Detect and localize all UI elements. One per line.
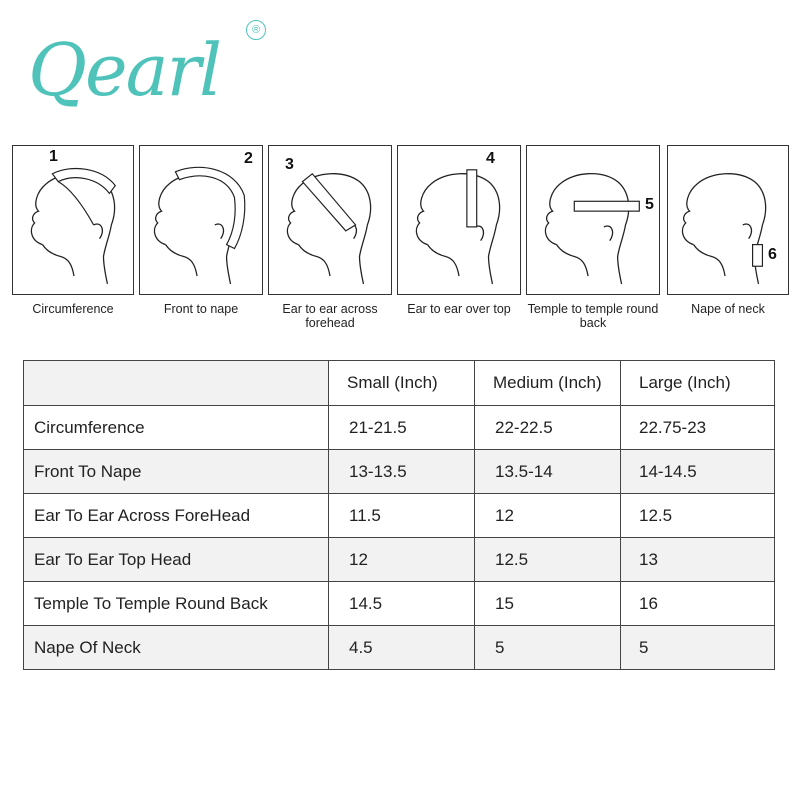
table-row: Circumference 21-21.5 22-22.5 22.75-23 (23, 405, 775, 450)
diagram-number: 6 (768, 246, 777, 263)
head-profile-icon (544, 173, 640, 285)
brand-logo: Qearl (28, 20, 278, 120)
small-value: 12 (328, 537, 475, 582)
head-profile-icon (30, 167, 117, 285)
row-label: Front To Nape (23, 449, 329, 494)
table-header-row: Small (Inch) Medium (Inch) Large (Inch) (23, 360, 775, 406)
large-value: 16 (620, 581, 775, 626)
diagram-nape-of-neck: 6 (667, 145, 789, 295)
diagram-number: 5 (645, 196, 654, 213)
medium-value: 12 (474, 493, 621, 538)
head-profile-icon (286, 172, 372, 285)
row-label: Ear To Ear Top Head (23, 537, 329, 582)
diagram-number: 1 (49, 148, 58, 165)
diagram-caption: Temple to temple round back (527, 302, 659, 330)
head-profile-icon (415, 169, 501, 285)
head-profile-icon (681, 173, 767, 285)
medium-value: 22-22.5 (474, 405, 621, 450)
size-chart-table: Small (Inch) Medium (Inch) Large (Inch) … (23, 360, 775, 670)
diagram-caption: Ear to ear across forehead (282, 302, 378, 330)
small-value: 11.5 (328, 493, 475, 538)
table-row: Ear To Ear Top Head 12 12.5 13 (23, 537, 775, 582)
large-value: 13 (620, 537, 775, 582)
table-row: Front To Nape 13-13.5 13.5-14 14-14.5 (23, 449, 775, 494)
small-value: 14.5 (328, 581, 475, 626)
small-value: 13-13.5 (328, 449, 475, 494)
medium-value: 13.5-14 (474, 449, 621, 494)
diagram-number: 4 (486, 150, 495, 167)
large-value: 5 (620, 625, 775, 670)
large-value: 12.5 (620, 493, 775, 538)
row-label: Temple To Temple Round Back (23, 581, 329, 626)
table-row: Nape Of Neck 4.5 5 5 (23, 625, 775, 670)
registered-mark: ® (246, 20, 266, 40)
row-label: Circumference (23, 405, 329, 450)
table-header-medium: Medium (Inch) (474, 360, 621, 406)
table-header-large: Large (Inch) (620, 360, 775, 406)
diagram-temple-to-temple: 5 (526, 145, 660, 295)
large-value: 22.75-23 (620, 405, 775, 450)
diagram-ear-to-ear-over-top: 4 (397, 145, 521, 295)
diagram-caption: Circumference (32, 302, 114, 316)
small-value: 21-21.5 (328, 405, 475, 450)
row-label: Ear To Ear Across ForeHead (23, 493, 329, 538)
row-label: Nape Of Neck (23, 625, 329, 670)
medium-value: 15 (474, 581, 621, 626)
small-value: 4.5 (328, 625, 475, 670)
head-profile-icon (153, 166, 246, 285)
large-value: 14-14.5 (620, 449, 775, 494)
table-row: Temple To Temple Round Back 14.5 15 16 (23, 581, 775, 626)
table-header-blank (23, 360, 329, 406)
diagram-number: 2 (244, 150, 253, 167)
diagram-circumference: 1 (12, 145, 134, 295)
table-row: Ear To Ear Across ForeHead 11.5 12 12.5 (23, 493, 775, 538)
table-header-small: Small (Inch) (328, 360, 475, 406)
diagram-caption: Ear to ear over top (407, 302, 511, 316)
measurement-diagrams: 1 Circumference 2 Front to nape 3 Ear to… (0, 145, 800, 345)
diagram-number: 3 (285, 156, 294, 173)
diagram-ear-to-ear-forehead: 3 (268, 145, 392, 295)
diagram-caption: Nape of neck (691, 302, 765, 316)
diagram-caption: Front to nape (163, 302, 239, 316)
diagram-front-to-nape: 2 (139, 145, 263, 295)
medium-value: 12.5 (474, 537, 621, 582)
brand-name: Qearl (28, 28, 222, 112)
medium-value: 5 (474, 625, 621, 670)
